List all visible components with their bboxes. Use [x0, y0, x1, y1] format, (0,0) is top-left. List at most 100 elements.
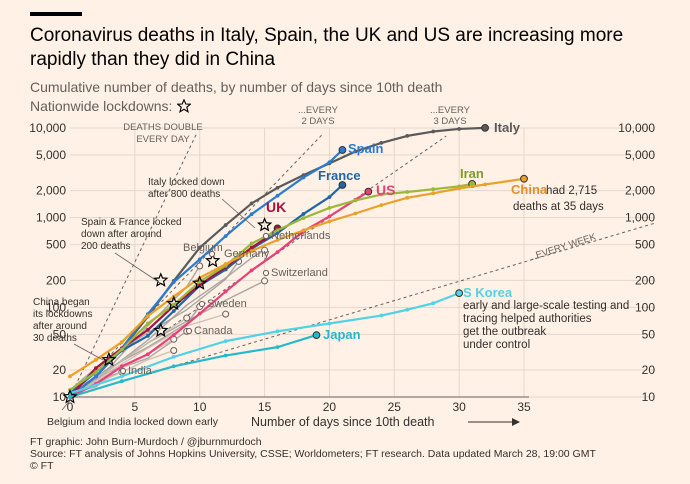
ref-label-3day-0: ...EVERY	[430, 105, 471, 116]
data-point-china	[457, 186, 462, 191]
y-tick-label-right: 50	[642, 327, 656, 341]
ref-label-2day-1: 2 DAYS	[301, 116, 334, 127]
ref-label-2day-0: ...EVERY	[298, 105, 339, 116]
data-point-italy	[379, 141, 384, 145]
note-italy-lockdown-0: Italy locked down	[148, 177, 225, 188]
lockdown-star-china	[101, 351, 117, 367]
data-point-us	[145, 352, 150, 357]
data-point-china	[68, 374, 72, 379]
star-icon	[177, 99, 192, 113]
endpoint-marker-france	[338, 181, 347, 189]
data-point-japan	[68, 395, 72, 399]
label-s-korea: S Korea	[463, 285, 513, 300]
label-netherlands: Netherlands	[271, 230, 331, 242]
y-tick-label-right: 20	[642, 363, 656, 377]
data-point-iran	[94, 370, 98, 374]
data-point-uk	[249, 245, 254, 250]
x-axis-arrow-head	[512, 418, 520, 426]
data-point-uk	[94, 366, 98, 371]
data-point-iran	[379, 192, 384, 197]
data-point-uk	[145, 328, 150, 332]
skorea-note-0: early and large-scale testing and	[463, 300, 629, 312]
endpoint-marker-other-1	[222, 310, 230, 318]
data-point-spain	[223, 234, 228, 238]
ref-label-day-1: EVERY DAY	[136, 134, 190, 145]
endpoint-marker-belgium	[196, 262, 204, 270]
minor-endpoint-3	[198, 300, 206, 308]
reference-line-1day	[69, 132, 198, 398]
y-tick-label-left: 50	[53, 327, 67, 341]
ref-label-day-0: DEATHS DOUBLE	[123, 122, 203, 133]
series-line-other-1	[69, 313, 226, 398]
data-point-us	[171, 333, 176, 338]
y-tick-label-right: 200	[635, 273, 655, 287]
ref-label-week: ...EVERY WEEK	[527, 231, 598, 263]
minor-endpoint-1	[208, 250, 216, 258]
skorea-note-2: get the outbreak	[463, 326, 546, 338]
note-china-1: its lockdowns	[33, 309, 92, 320]
skorea-note-1: tracing helped authorities	[463, 313, 592, 325]
data-point-iran	[327, 206, 332, 210]
y-tick-label-left: 10	[53, 390, 67, 404]
endpoint-marker-spain	[338, 146, 347, 154]
data-point-japan	[171, 364, 176, 369]
x-tick-label: 35	[517, 400, 531, 414]
endpoint-marker-us	[364, 187, 373, 196]
data-point-japan	[223, 353, 228, 358]
data-point-france	[145, 334, 150, 338]
lockdown-star-uk	[192, 275, 208, 290]
china-note-2: deaths at 35 days	[513, 201, 604, 213]
data-point-s-korea	[223, 339, 228, 344]
note-spain-france-0: Spain & France locked	[81, 217, 182, 228]
data-point-china	[353, 211, 358, 216]
minor-endpoint-2	[262, 269, 270, 277]
footer-credit: FT graphic: John Burn-Murdoch / @jburnmu…	[30, 436, 262, 448]
y-tick-label-left: 1,000	[36, 211, 66, 225]
data-point-china	[223, 262, 228, 266]
endpoint-marker-italy	[481, 124, 489, 132]
x-tick-label-zero: 0	[67, 400, 74, 414]
data-point-china	[275, 238, 280, 242]
chart-title: Coronavirus deaths in Italy, Spain, the …	[30, 25, 624, 70]
y-tick-label-left: 100	[46, 300, 66, 314]
data-point-china	[301, 228, 306, 233]
data-point-france	[171, 309, 176, 313]
data-point-iran	[405, 190, 410, 194]
data-point-us	[327, 214, 332, 219]
data-point-s-korea	[119, 374, 124, 379]
data-point-spain	[327, 160, 332, 165]
y-tick-label-left: 10,000	[29, 121, 66, 135]
x-tick-label: 5	[132, 400, 139, 414]
y-tick-label-right: 100	[635, 300, 655, 314]
data-point-spain	[249, 212, 254, 217]
minor-endpoint-4	[185, 327, 193, 335]
note-belgium-india: Belgium and India locked down early	[47, 416, 219, 428]
data-point-spain	[171, 280, 176, 285]
x-axis-title: Number of days since 10th death	[251, 415, 434, 429]
data-point-china	[94, 357, 98, 362]
endpoint-marker-other-2	[183, 314, 191, 322]
minor-endpoint-0	[262, 232, 270, 240]
x-tick-label: 30	[452, 400, 466, 414]
footer-source: Source: FT analysis of Johns Hopkins Uni…	[30, 448, 596, 460]
note-china-0: China began	[33, 297, 90, 308]
data-point-spain	[94, 374, 98, 379]
data-point-italy	[405, 133, 410, 138]
endpoint-marker-other-4	[170, 347, 178, 355]
data-point-us	[119, 364, 124, 369]
label-us: US	[376, 182, 395, 198]
label-italy: Italy	[494, 120, 521, 135]
series-line-uk	[69, 227, 279, 398]
y-tick-label-right: 2,000	[625, 184, 655, 198]
data-point-s-korea	[431, 301, 436, 306]
label-germany: Germany	[224, 248, 270, 260]
data-point-china	[431, 191, 436, 196]
footer-copyright: © FT	[30, 460, 54, 472]
endpoint-marker-netherlands	[261, 246, 269, 254]
y-tick-label-right: 10,000	[618, 121, 655, 135]
x-tick-label: 10	[193, 400, 207, 414]
data-point-japan	[119, 379, 124, 384]
lockdown-legend-label: Nationwide lockdowns:	[30, 98, 173, 114]
y-tick-label-right: 1,000	[625, 211, 655, 225]
